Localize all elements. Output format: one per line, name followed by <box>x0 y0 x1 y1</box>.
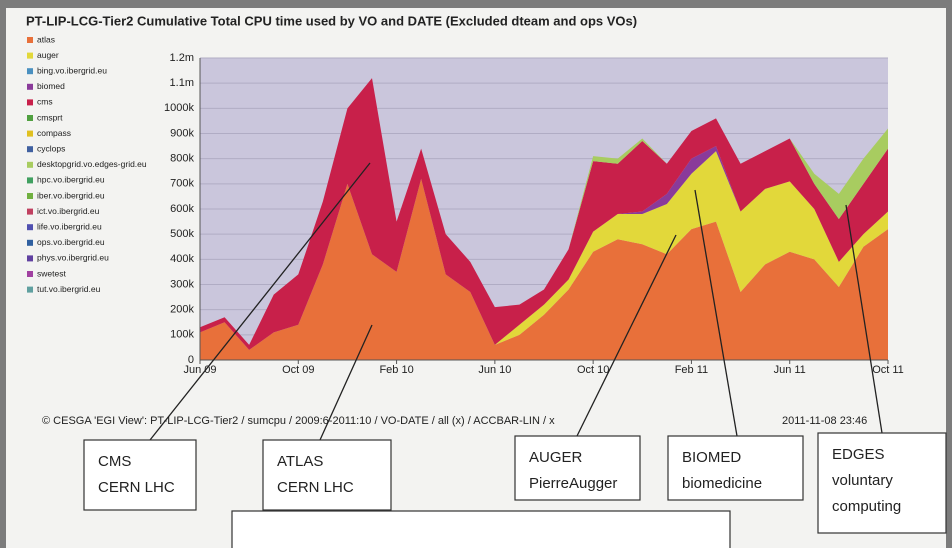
legend-label: auger <box>37 50 59 60</box>
legend-swatch <box>27 193 33 199</box>
y-tick-label: 1.2m <box>170 52 194 64</box>
annotations: CMS CERN LHC ATLAS CERN LHC AUGER PierreAugge… <box>83 432 947 534</box>
legend-label: biomed <box>37 81 65 91</box>
y-tick-label: 300k <box>170 278 194 290</box>
figure-box <box>231 510 731 548</box>
annotation-text: ATLAS <box>277 453 323 470</box>
legend-label: phys.vo.ibergrid.eu <box>37 253 109 263</box>
legend-swatch <box>27 239 33 246</box>
y-tick-label: 0 <box>188 354 194 366</box>
legend-label: ict.vo.ibergrid.eu <box>37 206 100 216</box>
x-tick-label: Oct 10 <box>577 364 609 376</box>
legend-swatch <box>27 208 33 215</box>
y-tick-label: 900k <box>170 127 194 139</box>
footer: © CESGA 'EGI View': PT-LIP-LCG-Tier2 / s… <box>42 415 555 427</box>
y-tick-label: 1000k <box>164 102 194 114</box>
arrows <box>149 162 883 441</box>
legend-swatch <box>27 115 33 121</box>
annotation-text: AUGER <box>529 449 583 466</box>
legend-swatch <box>27 177 33 184</box>
legend-swatch <box>27 130 33 137</box>
annotation-text: computing <box>832 498 901 515</box>
legend-label: cyclops <box>37 143 65 153</box>
annotation-text: CMS <box>98 453 131 470</box>
x-tick-label: Feb 11 <box>675 364 708 376</box>
legend-label: ops.vo.ibergrid.eu <box>37 237 105 247</box>
legend-label: bing.vo.ibergrid.eu <box>37 65 107 75</box>
annotation-text: BIOMED <box>682 449 741 466</box>
arrow <box>149 162 371 441</box>
annotation-text: PierreAugger <box>529 475 617 492</box>
annotation-text: CERN LHC <box>98 479 175 496</box>
chart-title: PT-LIP-LCG-Tier2 Cumulative Total CPU ti… <box>26 13 637 28</box>
annotation-box <box>817 432 947 534</box>
legend-label: compass <box>37 128 71 138</box>
x-tick-label: Jun 11 <box>774 364 806 376</box>
y-tick-label: 1.1m <box>170 77 194 89</box>
legend-swatch <box>27 52 33 59</box>
legend-swatch <box>27 99 33 106</box>
legend-swatch <box>27 146 33 153</box>
y-tick-label: 100k <box>170 329 194 341</box>
annotation-box <box>667 435 804 501</box>
annotation-text: CERN LHC <box>277 479 354 496</box>
annotation-box <box>83 439 197 511</box>
area <box>200 151 888 350</box>
arrow <box>576 234 677 437</box>
legend-swatch <box>27 271 33 277</box>
annotation-text: EDGES <box>832 446 885 463</box>
y-tick-label: 400k <box>170 253 194 265</box>
x-tick-label: Oct 11 <box>872 364 904 376</box>
legend-label: atlas <box>37 34 55 44</box>
y-tick-label: 800k <box>170 153 194 165</box>
annotation-text: voluntary <box>832 472 893 489</box>
annotation-text: biomedicine <box>682 475 762 492</box>
y-tick-label: 200k <box>170 304 194 316</box>
legend-label: life.vo.ibergrid.eu <box>37 221 102 231</box>
legend-label: cmsprt <box>37 112 63 122</box>
arrow <box>694 189 738 437</box>
legend-swatch <box>27 224 33 231</box>
legend-swatch <box>27 255 33 262</box>
legend-label: iber.vo.ibergrid.eu <box>37 190 105 200</box>
annotation-box <box>262 439 392 511</box>
legend-swatch <box>27 37 33 43</box>
legend-label: cms <box>37 97 53 107</box>
x-tick-label: Jun 10 <box>478 364 511 376</box>
arrow <box>319 324 373 441</box>
legend-label: swetest <box>37 268 66 278</box>
y-tick-label: 600k <box>170 203 194 215</box>
legend-swatch <box>27 68 33 75</box>
y-tick-label: 700k <box>170 178 194 190</box>
legend-label: desktopgrid.vo.edges-grid.eu <box>37 159 147 169</box>
legend-swatch <box>27 83 33 90</box>
annotation-box <box>514 435 641 501</box>
legend-label: hpc.vo.ibergrid.eu <box>37 175 105 185</box>
y-tick-label: 500k <box>170 228 194 240</box>
legend-swatch <box>27 161 33 168</box>
legend-swatch <box>27 286 33 293</box>
legend-label: tut.vo.ibergrid.eu <box>37 284 101 294</box>
x-tick-label: Oct 09 <box>282 364 314 376</box>
x-tick-label: Jun 09 <box>183 364 216 376</box>
timestamp: 2011-11-08 23:46 <box>782 415 867 427</box>
arrow <box>845 204 883 434</box>
x-tick-label: Feb 10 <box>379 364 413 376</box>
area <box>200 78 888 350</box>
